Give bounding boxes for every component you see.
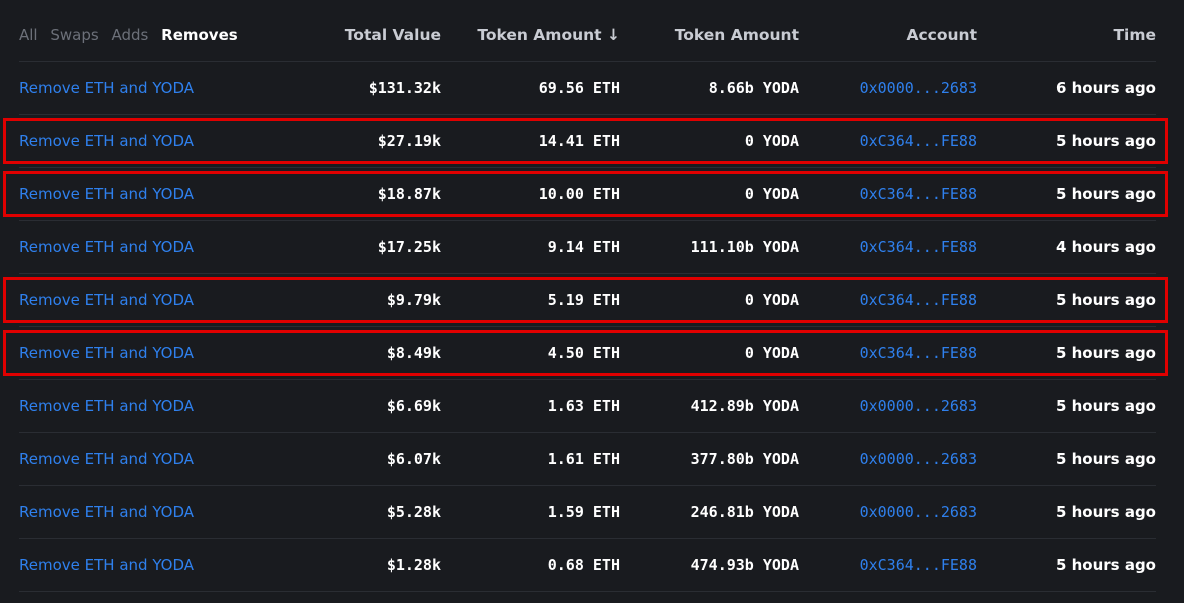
total-value: $9.79k	[386, 291, 441, 309]
header-token-amount-label: Token Amount	[477, 26, 602, 44]
account-link[interactable]: 0xC364...FE88	[859, 132, 977, 150]
table-row: Remove ETH and YODA $5.28k 1.59 ETH 246.81b…	[19, 486, 1156, 539]
table-row: Remove ETH and YODA $8.49k 4.50 ETH 0 YODA 0…	[19, 327, 1156, 380]
account-link[interactable]: 0xC364...FE88	[859, 556, 977, 574]
time-ago: 5 hours ago	[1055, 291, 1156, 309]
eth-amount: 14.41 ETH	[538, 132, 620, 150]
account-link[interactable]: 0xC364...FE88	[859, 185, 977, 203]
total-value: $6.69k	[386, 397, 441, 415]
remove-link[interactable]: Remove ETH and YODA	[19, 503, 195, 521]
tab-removes[interactable]: Removes	[161, 26, 238, 44]
total-value: $131.32k	[368, 79, 441, 97]
yoda-amount: 412.89b YODA	[690, 397, 799, 415]
header-account[interactable]: Account	[906, 26, 978, 44]
tab-swaps[interactable]: Swaps	[50, 26, 99, 44]
header-token-amount-sorted[interactable]: Token Amount ↓	[477, 0, 620, 70]
account-link[interactable]: 0x0000...2683	[859, 397, 977, 415]
time-ago: 5 hours ago	[1055, 450, 1156, 468]
total-value: $5.28k	[386, 503, 441, 521]
yoda-amount: 0 YODA	[744, 185, 799, 203]
eth-amount: 1.59 ETH	[547, 503, 620, 521]
table-row: Remove ETH and YODA $9.79k 5.19 ETH 0 YODA 0…	[19, 274, 1156, 327]
remove-link[interactable]: Remove ETH and YODA	[19, 556, 195, 574]
sort-arrow-icon: ↓	[607, 26, 620, 44]
eth-amount: 0.68 ETH	[547, 556, 620, 574]
account-link[interactable]: 0xC364...FE88	[859, 238, 977, 256]
time-ago: 4 hours ago	[1055, 238, 1156, 256]
eth-amount: 1.63 ETH	[547, 397, 620, 415]
eth-amount: 9.14 ETH	[547, 238, 620, 256]
header-total-value[interactable]: Total Value	[344, 26, 441, 44]
table-row: Remove ETH and YODA $27.19k 14.41 ETH 0 YOD…	[19, 115, 1156, 168]
remove-link[interactable]: Remove ETH and YODA	[19, 450, 195, 468]
table-row: Remove ETH and YODA $17.25k 9.14 ETH 111.10…	[19, 221, 1156, 274]
remove-link[interactable]: Remove ETH and YODA	[19, 238, 195, 256]
total-value: $18.87k	[377, 185, 441, 203]
time-ago: 5 hours ago	[1055, 132, 1156, 150]
header-token-amount[interactable]: Token Amount	[674, 26, 799, 44]
remove-link[interactable]: Remove ETH and YODA	[19, 132, 195, 150]
yoda-amount: 111.10b YODA	[690, 238, 799, 256]
account-link[interactable]: 0x0000...2683	[859, 503, 977, 521]
remove-link[interactable]: Remove ETH and YODA	[19, 397, 195, 415]
yoda-amount: 0 YODA	[744, 132, 799, 150]
eth-amount: 1.61 ETH	[547, 450, 620, 468]
eth-amount: 69.56 ETH	[538, 79, 620, 97]
total-value: $17.25k	[377, 238, 441, 256]
time-ago: 6 hours ago	[1055, 79, 1156, 97]
yoda-amount: 246.81b YODA	[690, 503, 799, 521]
filter-tabs: All Swaps Adds Removes	[19, 0, 246, 70]
eth-amount: 5.19 ETH	[547, 291, 620, 309]
account-link[interactable]: 0x0000...2683	[859, 450, 977, 468]
table-row: Remove ETH and YODA $6.69k 1.63 ETH 412.89b…	[19, 380, 1156, 433]
total-value: $1.28k	[386, 556, 441, 574]
table-row: Remove ETH and YODA $1.28k 0.68 ETH 474.93b…	[19, 539, 1156, 592]
account-link[interactable]: 0xC364...FE88	[859, 344, 977, 362]
account-link[interactable]: 0x0000...2683	[859, 79, 977, 97]
time-ago: 5 hours ago	[1055, 556, 1156, 574]
remove-link[interactable]: Remove ETH and YODA	[19, 79, 195, 97]
yoda-amount: 474.93b YODA	[690, 556, 799, 574]
tab-all[interactable]: All	[19, 26, 38, 44]
yoda-amount: 377.80b YODA	[690, 450, 799, 468]
yoda-amount: 0 YODA	[744, 291, 799, 309]
total-value: $6.07k	[386, 450, 441, 468]
yoda-amount: 0 YODA	[744, 344, 799, 362]
time-ago: 5 hours ago	[1055, 344, 1156, 362]
yoda-amount: 8.66b YODA	[708, 79, 799, 97]
remove-link[interactable]: Remove ETH and YODA	[19, 185, 195, 203]
total-value: $27.19k	[377, 132, 441, 150]
eth-amount: 4.50 ETH	[547, 344, 620, 362]
time-ago: 5 hours ago	[1055, 397, 1156, 415]
eth-amount: 10.00 ETH	[538, 185, 620, 203]
total-value: $8.49k	[386, 344, 441, 362]
time-ago: 5 hours ago	[1055, 185, 1156, 203]
tab-adds[interactable]: Adds	[111, 26, 149, 44]
remove-link[interactable]: Remove ETH and YODA	[19, 344, 195, 362]
account-link[interactable]: 0xC364...FE88	[859, 291, 977, 309]
table-header: All Swaps Adds Removes Total Value Token…	[19, 0, 1156, 62]
header-time[interactable]: Time	[1113, 26, 1156, 44]
time-ago: 5 hours ago	[1055, 503, 1156, 521]
table-row: Remove ETH and YODA $131.32k 69.56 ETH 8.66…	[19, 62, 1156, 115]
table-row: Remove ETH and YODA $18.87k 10.00 ETH 0 YOD…	[19, 168, 1156, 221]
remove-link[interactable]: Remove ETH and YODA	[19, 291, 195, 309]
table-row: Remove ETH and YODA $6.07k 1.61 ETH 377.80b…	[19, 433, 1156, 486]
